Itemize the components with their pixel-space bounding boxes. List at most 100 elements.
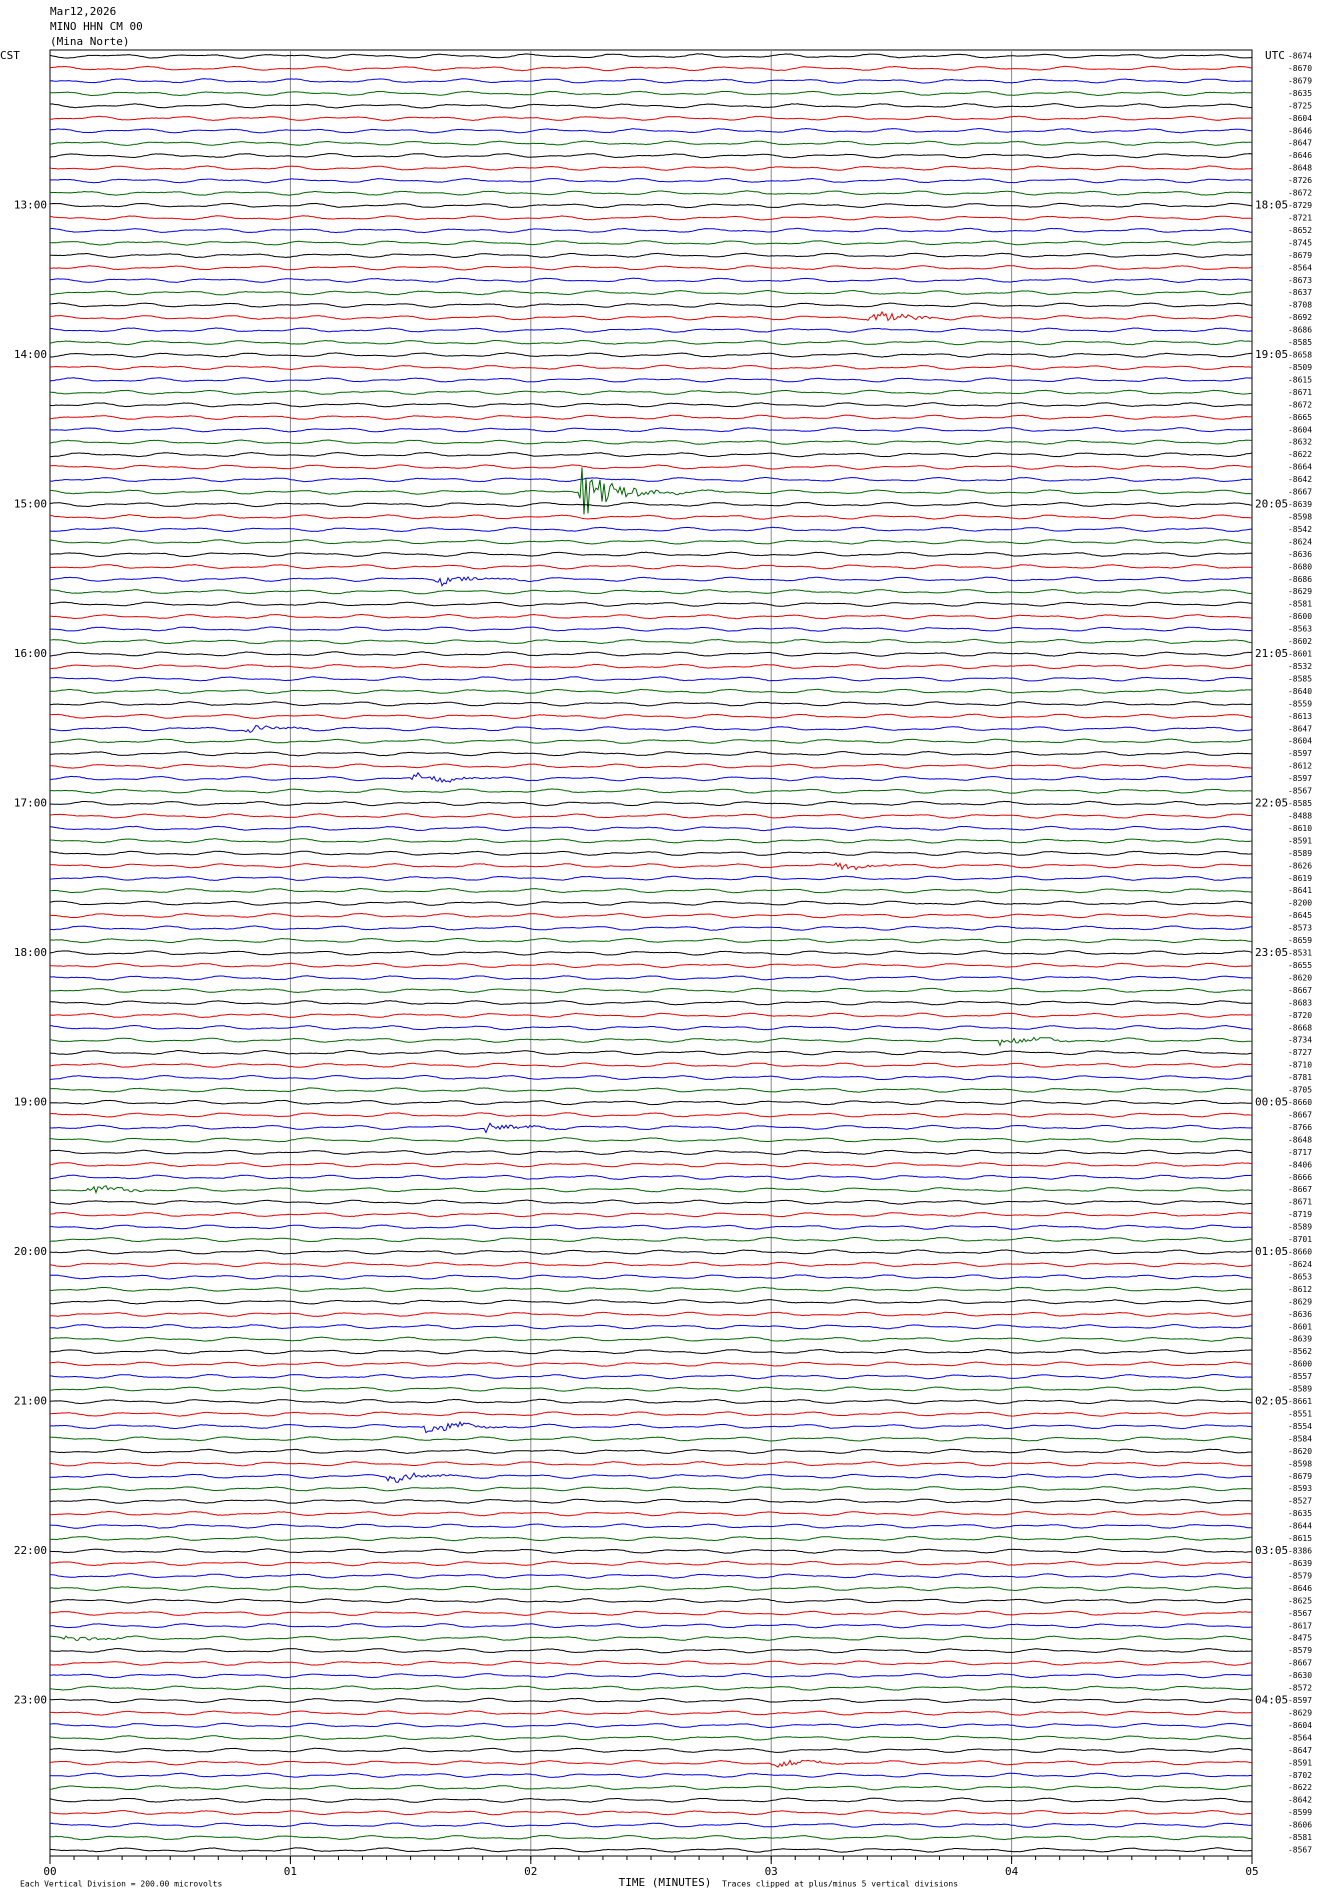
trace [49,1036,1253,1047]
trace-offset: -8635 [1288,89,1312,98]
trace [49,1847,1252,1853]
utc-time: 01:05 [1255,1245,1288,1258]
utc-time: 22:05 [1255,797,1288,810]
trace [49,1461,1253,1467]
trace [49,912,1253,919]
trace-offset: -8659 [1288,936,1312,945]
trace-offset: -8660 [1288,1098,1312,1107]
cst-time: 15:00 [14,498,47,511]
trace-offset: -8686 [1288,575,1312,584]
trace [49,887,1253,894]
trace [50,626,1253,632]
trace [50,451,1253,458]
trace [49,464,1252,470]
trace-offset: -8563 [1288,625,1312,634]
trace [49,1211,1253,1218]
trace [49,1420,1253,1434]
trace-offset: -8658 [1288,351,1312,360]
trace-offset: -8624 [1288,1260,1312,1269]
trace-offset: -8636 [1288,550,1312,559]
trace [49,601,1253,607]
trace-offset: -8585 [1288,799,1312,808]
trace [49,514,1253,520]
utc-time: 19:05 [1255,348,1288,361]
trace [49,1049,1253,1056]
trace [49,688,1253,695]
trace [50,738,1253,744]
trace-offset: -8604 [1288,114,1312,123]
trace [49,838,1253,844]
utc-time: 00:05 [1255,1096,1288,1109]
trace [49,202,1253,209]
trace-offset: -8671 [1288,388,1312,397]
trace-offset: -8630 [1288,1671,1312,1680]
trace [49,1199,1252,1205]
trace-offset: -8652 [1288,226,1312,235]
cst-time: 17:00 [14,797,47,810]
trace [49,240,1253,246]
trace-offset: -8705 [1288,1086,1312,1095]
trace-offset: -8702 [1288,1771,1312,1780]
trace-offset: -8581 [1288,1833,1312,1842]
x-tick-label: 02 [524,1865,537,1878]
trace [49,663,1253,670]
trace-offset: -8647 [1288,1746,1312,1755]
location: (Mina Norte) [50,35,129,48]
trace-offset: -8597 [1288,749,1312,758]
station: MINO HHN CM 00 [50,20,143,33]
trace-offset: -8567 [1288,1609,1312,1618]
trace [49,800,1253,807]
trace [49,987,1253,994]
trace-offset: -8692 [1288,313,1312,322]
trace [49,1735,1253,1741]
trace [49,1074,1253,1081]
cst-time: 23:00 [14,1694,47,1707]
trace [49,676,1252,682]
x-tick-label: 01 [284,1865,297,1878]
trace [49,1162,1253,1168]
trace [49,1623,1253,1629]
trace-offset: -8745 [1288,238,1312,247]
utc-time: 02:05 [1255,1395,1288,1408]
trace-offset: -8622 [1288,450,1312,459]
trace [49,1648,1253,1654]
trace-offset: -8589 [1288,1223,1312,1232]
trace-offset: -8572 [1288,1684,1312,1693]
trace-offset: -8620 [1288,1447,1312,1456]
trace-offset: -8200 [1288,899,1312,908]
trace [49,1373,1253,1380]
trace [49,788,1253,794]
trace [49,1099,1252,1106]
trace [49,1635,1253,1641]
cst-time: 14:00 [14,348,47,361]
trace-offset: -8646 [1288,1584,1312,1593]
trace-offset: -8604 [1288,1721,1312,1730]
trace [49,1585,1253,1592]
trace [49,1672,1253,1679]
trace-offset: -8622 [1288,1783,1312,1792]
trace [49,1249,1252,1255]
trace-offset: -8648 [1288,1135,1312,1144]
trace-offset: -8564 [1288,1733,1312,1742]
trace [49,103,1253,109]
trace [49,1311,1252,1318]
trace [49,875,1252,881]
trace-offset: -8579 [1288,1571,1312,1580]
trace-offset: -8620 [1288,973,1312,982]
trace-offset: -8542 [1288,525,1312,534]
trace-offset: -8615 [1288,375,1312,384]
trace-offset: -8597 [1288,774,1312,783]
x-tick-label: 00 [43,1865,56,1878]
trace-offset: -8527 [1288,1497,1312,1506]
trace-offset: -8655 [1288,961,1312,970]
trace [49,1722,1252,1729]
trace [49,1759,1253,1768]
left-zone: CST [0,49,20,62]
trace [49,402,1253,408]
trace-offset: -8667 [1288,1110,1312,1119]
trace-offset: -8406 [1288,1160,1312,1169]
trace [49,526,1253,533]
trace-offset: -8645 [1288,911,1312,920]
trace-offset: -8629 [1288,1708,1312,1717]
utc-time: 20:05 [1255,498,1288,511]
